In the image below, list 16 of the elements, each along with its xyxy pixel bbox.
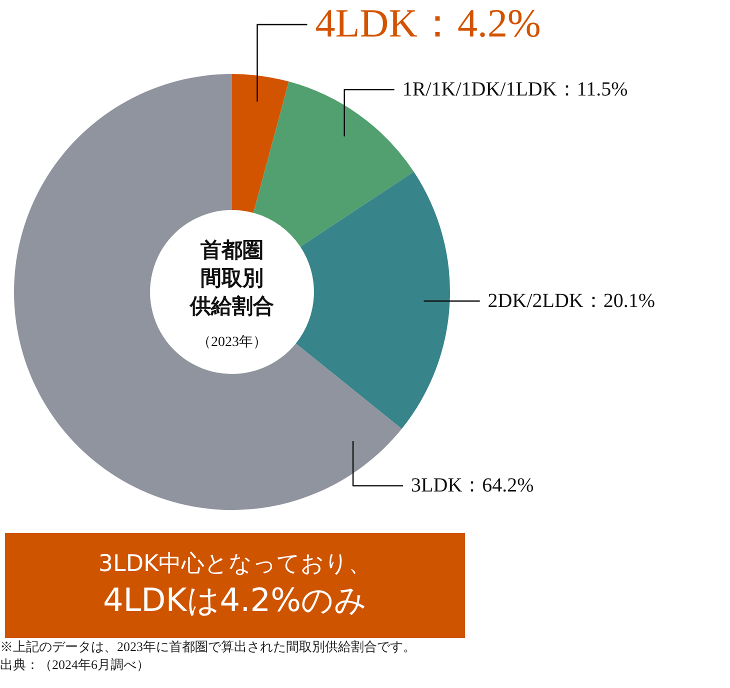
slice-label: 2DK/2LDK (488, 290, 584, 312)
slice-label: 4LDK (315, 0, 418, 46)
text: ※上記のデータは、2023年に首都圏で算出された間取別供給割合です。 (0, 638, 417, 656)
slice-label: 3LDK (411, 474, 463, 497)
text: （2023年） (197, 334, 267, 350)
donut-slice (232, 74, 289, 213)
donut-slice (14, 74, 402, 510)
data-label: ：11.5% (556, 78, 628, 101)
slice-label: 1R/1K/1DK/1LDK (402, 78, 558, 101)
data-label: ：64.2% (462, 474, 534, 497)
data-label: ：4.2% (417, 0, 541, 46)
donut-slice (296, 172, 450, 429)
source-note: 出典：（2024年6月調べ） (0, 656, 150, 674)
data-label: ：20.1% (583, 290, 656, 312)
callout-box: 3LDK中心となっており、 4LDKは4.2%のみ (5, 533, 465, 638)
text: 首都圏間取別供給割合 (189, 238, 274, 318)
